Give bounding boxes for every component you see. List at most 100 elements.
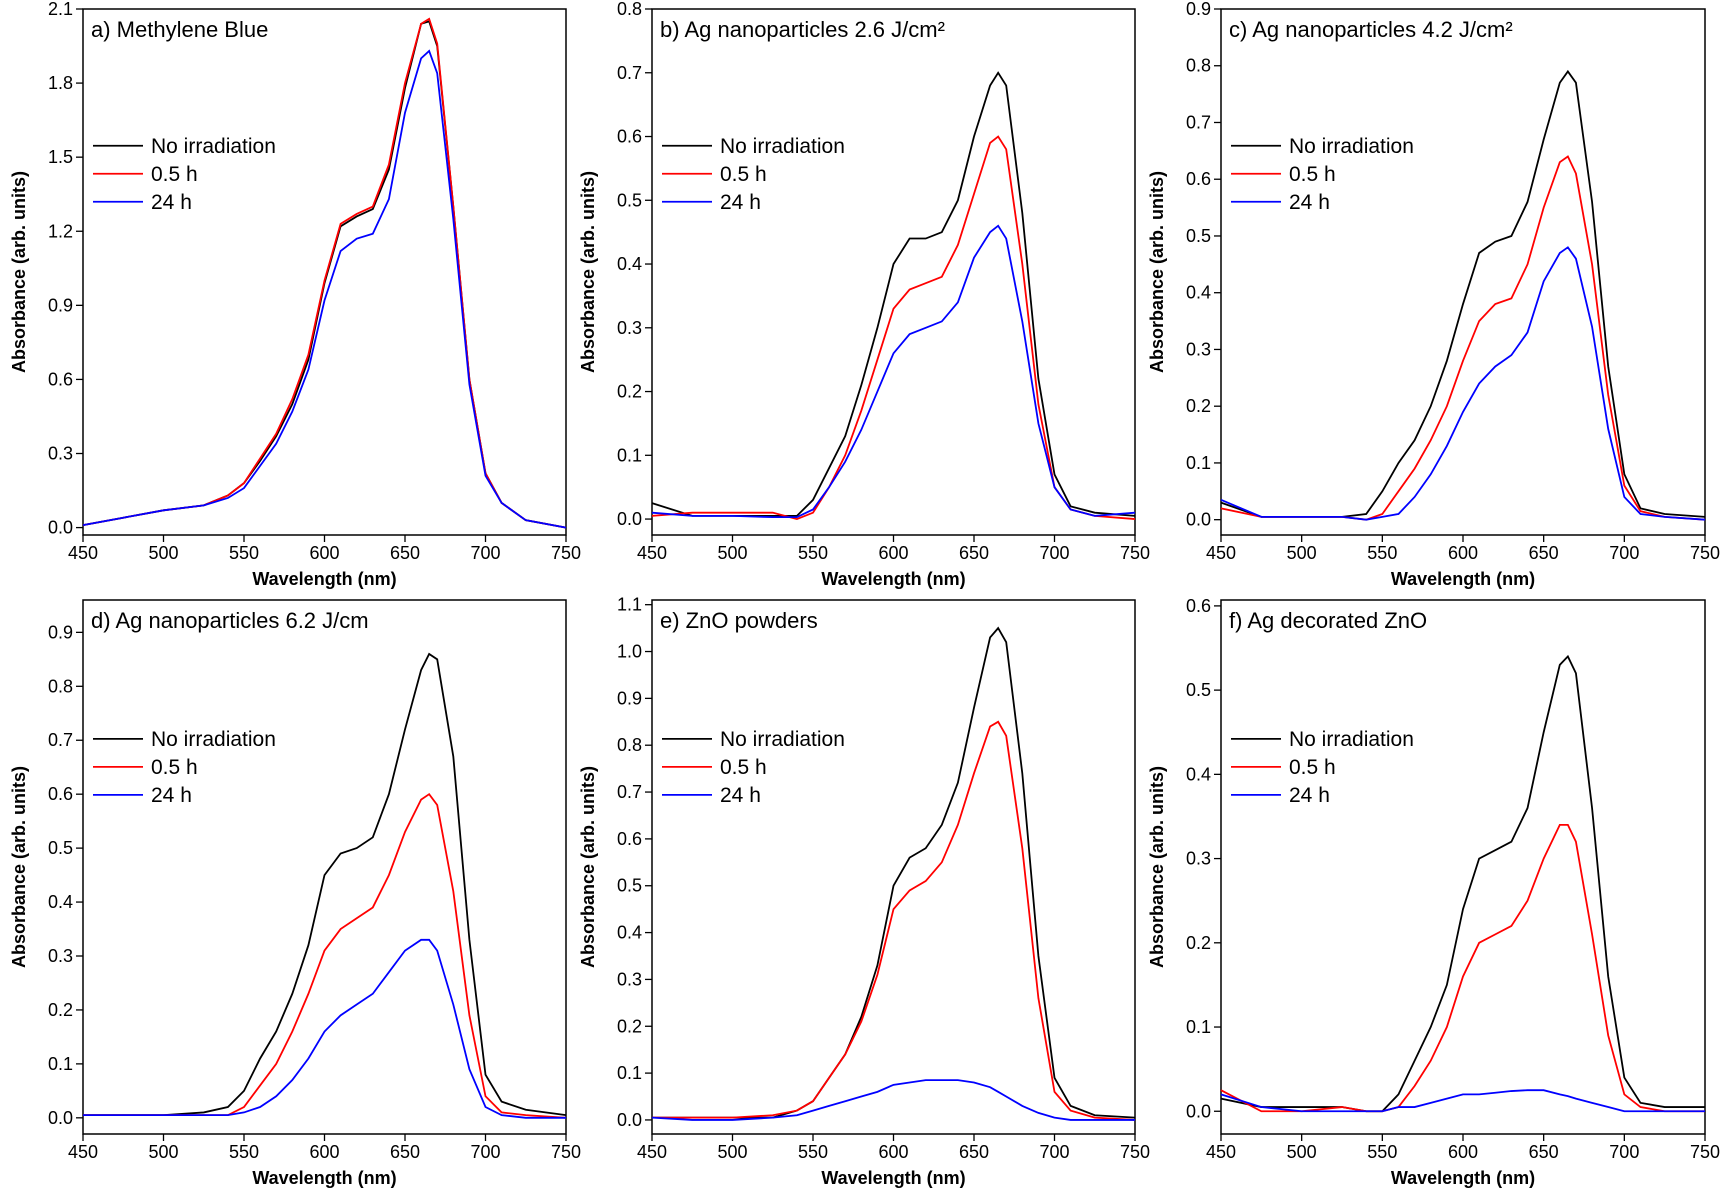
- y-tick-label: 0.9: [1186, 0, 1211, 19]
- x-axis-label: Wavelength (nm): [1391, 1168, 1535, 1188]
- series-line: [1220, 69, 1706, 518]
- y-tick-label: 0.8: [617, 735, 642, 755]
- series-line: [82, 20, 567, 529]
- x-tick-label: 500: [1287, 543, 1317, 563]
- y-tick-label: 0.1: [1186, 1017, 1211, 1037]
- axes-frame: [82, 8, 567, 536]
- y-tick-label: 0.6: [617, 829, 642, 849]
- x-tick-label: 600: [878, 543, 908, 563]
- legend-label: No irradiation: [151, 135, 276, 158]
- legend-label: 0.5 h: [720, 163, 767, 186]
- x-tick-label: 700: [470, 543, 500, 563]
- y-tick-label: 0.0: [1186, 510, 1211, 530]
- x-tick-label: 450: [637, 543, 667, 563]
- y-tick-label: 0.6: [48, 369, 73, 389]
- series-line: [82, 49, 567, 529]
- y-tick-label: 0.0: [1186, 1101, 1211, 1121]
- legend-label: 24 h: [1289, 191, 1330, 214]
- legend-label: 24 h: [720, 191, 761, 214]
- series-line: [82, 17, 567, 529]
- y-tick-label: 0.9: [48, 622, 73, 642]
- legend-label: No irradiation: [151, 728, 276, 751]
- legend-label: 0.5 h: [1289, 163, 1336, 186]
- x-tick-label: 450: [68, 1142, 98, 1162]
- x-tick-label: 700: [1609, 1142, 1639, 1162]
- x-tick-label: 450: [1206, 543, 1236, 563]
- y-axis-label: Absorbance (arb. units): [9, 766, 29, 968]
- y-tick-label: 0.5: [1186, 680, 1211, 700]
- y-tick-label: 0.2: [1186, 933, 1211, 953]
- y-tick-label: 2.1: [48, 0, 73, 19]
- y-axis-label: Absorbance (arb. units): [578, 171, 598, 373]
- y-tick-label: 0.0: [48, 1108, 73, 1128]
- axes-frame: [1220, 8, 1706, 536]
- legend-label: 0.5 h: [151, 756, 198, 779]
- x-tick-label: 750: [551, 543, 581, 563]
- x-tick-label: 450: [637, 1142, 667, 1162]
- y-tick-label: 0.8: [1186, 56, 1211, 76]
- x-tick-label: 650: [1529, 543, 1559, 563]
- x-tick-label: 750: [1120, 1142, 1150, 1162]
- y-tick-label: 0.7: [1186, 112, 1211, 132]
- y-tick-label: 0.8: [48, 676, 73, 696]
- y-tick-label: 0.0: [48, 518, 73, 538]
- series-line: [651, 71, 1136, 517]
- legend-label: 24 h: [1289, 784, 1330, 807]
- y-tick-label: 0.6: [48, 784, 73, 804]
- y-tick-label: 0.1: [1186, 453, 1211, 473]
- y-tick-label: 0.0: [617, 1110, 642, 1130]
- x-tick-label: 700: [1039, 543, 1069, 563]
- x-tick-label: 650: [390, 543, 420, 563]
- series-line: [651, 135, 1136, 521]
- x-tick-label: 650: [390, 1142, 420, 1162]
- series-line: [83, 938, 566, 1119]
- y-tick-label: 0.1: [617, 445, 642, 465]
- y-tick-label: 0.1: [617, 1063, 642, 1083]
- series-line: [652, 720, 1136, 1121]
- x-tick-label: 450: [68, 543, 98, 563]
- chart-title: e) ZnO powders: [660, 608, 818, 633]
- x-tick-label: 750: [551, 1142, 581, 1162]
- x-tick-label: 700: [1039, 1142, 1069, 1162]
- legend-label: 24 h: [151, 191, 192, 214]
- x-tick-label: 600: [1448, 543, 1478, 563]
- y-tick-label: 1.2: [48, 221, 73, 241]
- axes-frame: [651, 8, 1136, 536]
- y-tick-label: 0.3: [1186, 339, 1211, 359]
- chart-title: f) Ag decorated ZnO: [1229, 608, 1427, 633]
- y-tick-label: 0.5: [617, 190, 642, 210]
- axes-frame: [82, 599, 567, 1135]
- y-tick-label: 0.3: [617, 318, 642, 338]
- y-tick-label: 0.6: [617, 127, 642, 147]
- y-tick-label: 0.2: [617, 382, 642, 402]
- legend-label: 0.5 h: [1289, 756, 1336, 779]
- x-tick-label: 700: [1609, 543, 1639, 563]
- series-line: [83, 792, 567, 1119]
- x-tick-label: 500: [148, 1142, 178, 1162]
- x-tick-label: 600: [309, 1142, 339, 1162]
- series-line: [651, 1079, 1135, 1121]
- x-tick-label: 500: [148, 543, 178, 563]
- y-tick-label: 0.5: [1186, 226, 1211, 246]
- chart-title: a) Methylene Blue: [91, 17, 268, 42]
- legend-label: 0.5 h: [151, 163, 198, 186]
- y-tick-label: 0.7: [617, 63, 642, 83]
- x-tick-label: 500: [1287, 1142, 1317, 1162]
- y-tick-label: 0.5: [48, 838, 73, 858]
- x-tick-label: 500: [717, 543, 747, 563]
- legend-label: 24 h: [151, 784, 192, 807]
- y-tick-label: 0.8: [617, 0, 642, 19]
- y-tick-label: 0.3: [1186, 849, 1211, 869]
- axes-frame: [651, 599, 1136, 1135]
- y-axis-label: Absorbance (arb. units): [9, 171, 29, 373]
- x-tick-label: 600: [1448, 1142, 1478, 1162]
- series-line: [1220, 1089, 1705, 1113]
- y-tick-label: 0.7: [48, 730, 73, 750]
- y-tick-label: 0.4: [48, 892, 73, 912]
- x-tick-label: 550: [1367, 543, 1397, 563]
- x-tick-label: 550: [229, 543, 259, 563]
- axes-frame: [1220, 599, 1706, 1135]
- series-line: [1220, 246, 1706, 521]
- y-tick-label: 0.4: [1186, 764, 1211, 784]
- series-line: [83, 652, 567, 1117]
